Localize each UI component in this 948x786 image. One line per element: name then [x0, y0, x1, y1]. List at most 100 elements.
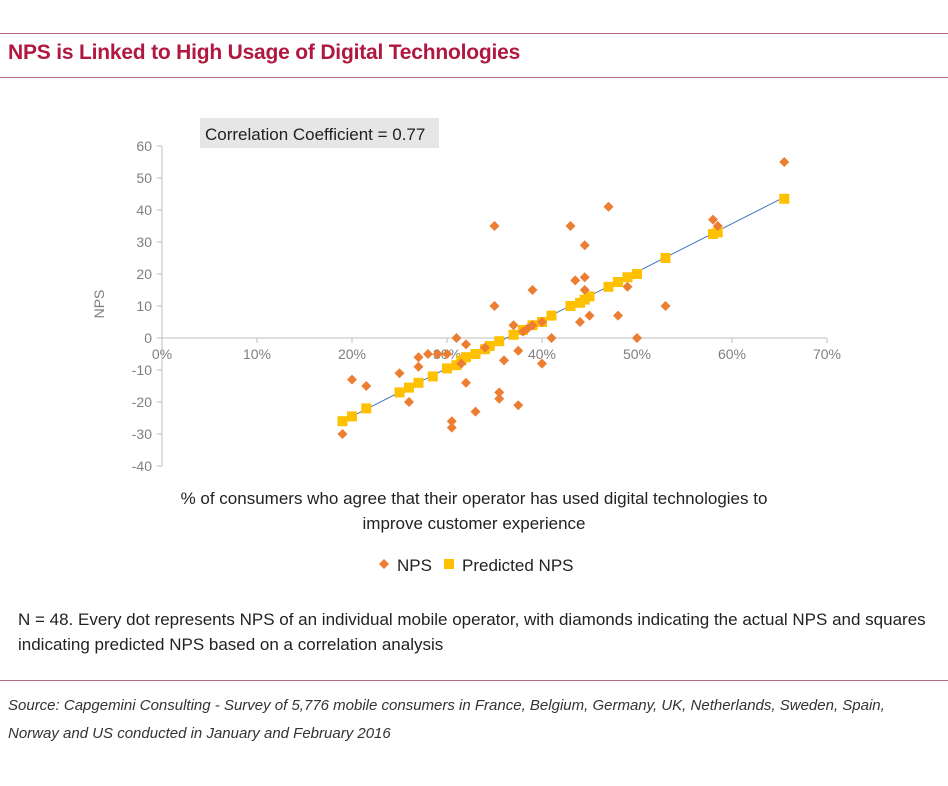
nps-point [499, 355, 509, 366]
source-text: Source: Capgemini Consulting - Survey of… [8, 697, 885, 742]
correlation-annotation: Correlation Coefficient = 0.77 [205, 125, 425, 144]
predicted-nps-point [361, 403, 372, 414]
nps-point [461, 339, 471, 350]
y-axis-ticks: -40 -30 -20 -10 0 10 20 30 40 50 60 [132, 138, 162, 474]
predicted-nps-point [394, 387, 405, 398]
nps-point [494, 387, 505, 398]
legend-nps-label: NPS [397, 556, 432, 575]
nps-point [446, 422, 457, 433]
nps-point [575, 317, 585, 327]
predicted-nps-series [337, 193, 790, 427]
x-tick-label: 50% [623, 346, 651, 362]
predicted-nps-point [442, 363, 452, 374]
nps-point [461, 377, 471, 388]
nps-point [423, 349, 433, 359]
nps-point [513, 345, 524, 356]
nps-point [446, 416, 457, 427]
predicted-nps-point [347, 411, 357, 422]
nps-point [513, 400, 524, 411]
nps-point [442, 349, 452, 359]
nps-point [537, 317, 547, 327]
predicted-nps-point [712, 227, 723, 238]
nps-point [394, 368, 405, 379]
y-tick-label: -10 [132, 362, 152, 378]
predicted-nps-point [622, 272, 633, 283]
y-tick-label: 50 [136, 170, 152, 186]
nps-point [613, 310, 623, 321]
y-tick-label: -40 [132, 458, 152, 474]
x-tick-label: 20% [338, 346, 366, 362]
nps-point [404, 397, 414, 407]
predicted-nps-point [546, 310, 557, 321]
nps-point [489, 221, 500, 231]
y-tick-label: 10 [136, 298, 152, 314]
nps-point [456, 358, 467, 369]
nps-point [570, 275, 581, 286]
source-rule [0, 680, 948, 681]
scatter-chart: Correlation Coefficient = 0.77 -40 -30 -20… [91, 118, 841, 575]
x-tick-label: 10% [243, 346, 271, 362]
nps-point [565, 221, 576, 231]
y-tick-label: -30 [132, 426, 152, 442]
y-tick-label: 20 [136, 266, 152, 282]
predicted-nps-point [470, 349, 481, 359]
predicted-nps-point [603, 281, 614, 292]
x-axis-label-line-1: % of consumers who agree that their oper… [181, 489, 768, 508]
predicted-nps-point [613, 277, 623, 287]
nps-point [584, 310, 595, 321]
nps-point [712, 221, 723, 231]
footnote: N = 48. Every dot represents NPS of an i… [18, 610, 926, 654]
nps-point [489, 301, 500, 311]
legend-nps-marker [379, 559, 389, 569]
y-tick-label: -20 [132, 394, 152, 410]
nps-point [779, 157, 790, 167]
legend-predicted-label: Predicted NPS [462, 556, 574, 575]
predicted-nps-point [337, 416, 348, 427]
x-tick-label: 60% [718, 346, 746, 362]
nps-point [579, 285, 590, 295]
predicted-nps-point [494, 336, 505, 347]
nps-point [480, 342, 490, 353]
predicted-nps-point [427, 371, 438, 382]
y-tick-label: 60 [136, 138, 152, 154]
nps-point [508, 320, 519, 331]
nps-series [337, 157, 790, 439]
nps-point [470, 406, 481, 417]
title-rule [0, 77, 948, 78]
nps-point [632, 333, 642, 343]
predicted-nps-point [404, 382, 414, 393]
y-tick-label: 30 [136, 234, 152, 250]
nps-point [660, 301, 671, 311]
nps-point [603, 201, 614, 212]
nps-point [546, 333, 557, 343]
nps-point [527, 285, 538, 295]
annotation-box [200, 118, 439, 148]
nps-point [708, 214, 718, 225]
y-axis-label: NPS [91, 290, 107, 319]
predicted-nps-point [779, 193, 790, 204]
nps-point [413, 361, 424, 372]
nps-point [347, 374, 357, 385]
nps-point [527, 320, 538, 331]
nps-point [451, 333, 462, 343]
nps-point [413, 352, 424, 363]
x-tick-label: 70% [813, 346, 841, 362]
predicted-nps-point [508, 329, 519, 340]
predicted-nps-point [461, 352, 471, 363]
x-tick-label: 40% [528, 346, 556, 362]
nps-point [622, 281, 633, 292]
legend-predicted-marker [444, 559, 454, 569]
predicted-nps-point [660, 253, 671, 263]
predicted-nps-point [413, 377, 424, 388]
predicted-nps-point [632, 269, 642, 279]
nps-point [337, 429, 348, 439]
predicted-nps-point [565, 301, 576, 311]
nps-point [361, 381, 372, 391]
page-title: NPS is Linked to High Usage of Digital T… [8, 41, 521, 64]
predicted-nps-point [484, 341, 495, 351]
nps-point [579, 240, 590, 251]
nps-point [432, 349, 443, 359]
nps-point [494, 393, 505, 404]
top-rule [0, 33, 948, 34]
y-tick-label: 0 [144, 330, 152, 346]
